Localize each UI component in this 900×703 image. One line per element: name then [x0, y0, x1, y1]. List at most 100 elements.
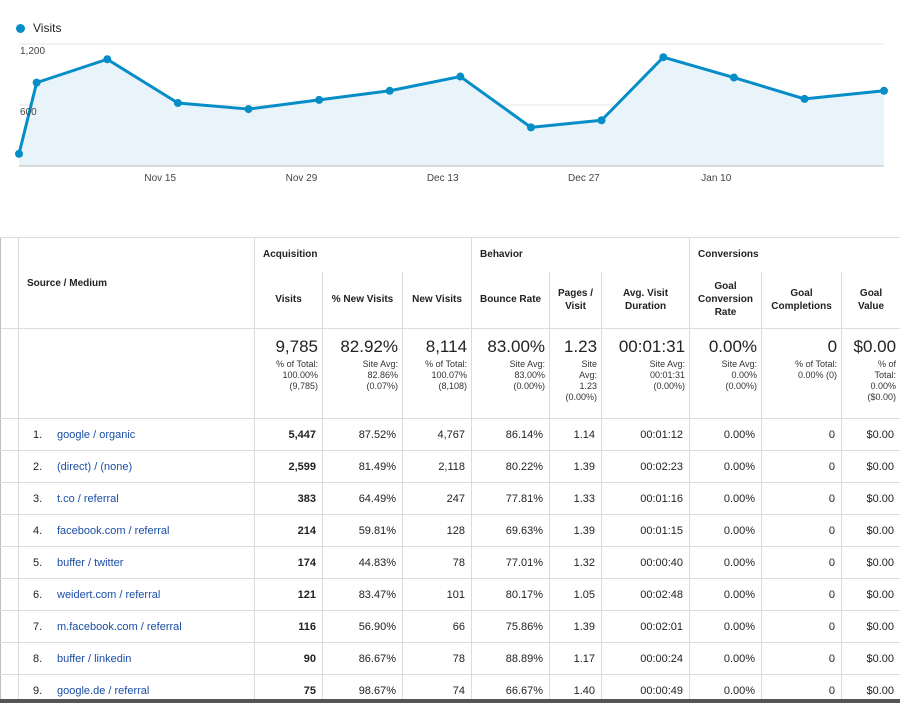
row-select-cell — [0, 578, 19, 611]
source-medium-link[interactable]: buffer / twitter — [57, 556, 124, 569]
visits-cell: 121 — [254, 578, 323, 611]
source-cell: 1. google / organic — [18, 418, 255, 451]
total-goal-completions: 0% of Total: 0.00% (0) — [761, 328, 843, 419]
goal-comp-cell: 0 — [761, 578, 843, 611]
source-cell: 4. facebook.com / referral — [18, 514, 255, 547]
table-row: 3. t.co / referral 383 64.49% 247 77.81% 1.33 0… — [0, 482, 900, 515]
bounce-cell: 80.22% — [471, 450, 551, 483]
source-medium-link[interactable]: buffer / linkedin — [57, 652, 132, 665]
x-tick-label: Nov 15 — [144, 173, 176, 184]
row-select-cell — [0, 450, 19, 483]
avg-visit-duration-header[interactable]: Avg. Visit Duration — [601, 271, 691, 329]
bounce-cell: 69.63% — [471, 514, 551, 547]
new-visits-cell: 247 — [401, 482, 473, 515]
duration-cell: 00:01:16 — [601, 482, 691, 515]
legend-dot-icon — [16, 23, 25, 33]
x-tick-label: Dec 13 — [427, 173, 459, 184]
x-tick-label: Jan 10 — [701, 173, 731, 184]
data-point — [597, 116, 606, 125]
y-tick-label: 600 — [20, 107, 37, 118]
x-tick-label: Nov 29 — [286, 173, 318, 184]
total-goal-rate: 0.00% Site Avg: 0.00% (0.00%) — [689, 328, 763, 419]
row-select-cell — [0, 482, 19, 515]
chart-svg: 1,200 600 Nov 15 Nov 29 Dec 13 Dec 27 Jan 10 — [15, 43, 888, 184]
totals-row: 9,785% of Total: 100.00% (9,785) 82.92% S… — [0, 328, 900, 419]
duration-cell: 00:02:48 — [601, 578, 691, 611]
bounce-cell: 80.17% — [471, 578, 551, 611]
bounce-cell: 86.14% — [471, 418, 551, 451]
goal-conversion-rate-header[interactable]: Goal Conversion Rate — [689, 271, 763, 329]
bounce-cell: 77.81% — [471, 482, 551, 515]
new-visits-pct-header[interactable]: % New Visits — [322, 271, 403, 329]
source-medium-link[interactable]: (direct) / (none) — [57, 460, 133, 473]
duration-cell: 00:00:49 — [601, 674, 691, 703]
new-pct-cell: 59.81% — [322, 514, 403, 547]
new-visits-header[interactable]: New Visits — [401, 271, 473, 329]
data-point — [173, 98, 182, 107]
behavior-group-header: Behavior — [471, 237, 691, 272]
source-medium-link[interactable]: weidert.com / referral — [57, 588, 161, 601]
chart-legend[interactable]: Visits — [16, 21, 61, 35]
visits-header[interactable]: Visits — [254, 271, 323, 329]
acquisition-group-header: Acquisition — [253, 237, 473, 272]
data-point — [385, 86, 394, 95]
source-cell: 5. buffer / twitter — [18, 546, 255, 579]
source-medium-link[interactable]: google / organic — [57, 428, 136, 441]
goal-value-cell: $0.00 — [841, 418, 900, 451]
new-visits-cell: 4,767 — [401, 418, 473, 451]
legend-label: Visits — [33, 21, 62, 35]
new-pct-cell: 86.67% — [322, 642, 403, 675]
row-number: 6. — [33, 588, 43, 601]
new-visits-cell: 66 — [401, 610, 473, 643]
row-select-cell — [0, 642, 19, 675]
row-number: 3. — [33, 492, 43, 505]
source-medium-link[interactable]: facebook.com / referral — [57, 524, 170, 537]
goal-rate-cell: 0.00% — [689, 546, 763, 579]
goal-completions-header[interactable]: Goal Completions — [761, 271, 843, 329]
x-tick-label: Dec 27 — [568, 173, 600, 184]
data-point — [526, 123, 535, 132]
data-point — [729, 73, 738, 82]
report-table: Source / Medium Acquisition Behavior Con… — [0, 237, 900, 703]
new-pct-cell: 87.52% — [322, 418, 403, 451]
goal-rate-cell: 0.00% — [689, 482, 763, 515]
bounce-rate-header[interactable]: Bounce Rate — [471, 271, 551, 329]
total-bounce-rate: 83.00% Site Avg: 83.00% (0.00%) — [471, 328, 551, 419]
data-point — [880, 86, 888, 95]
source-medium-link[interactable]: m.facebook.com / referral — [57, 620, 182, 633]
new-pct-cell: 83.47% — [322, 578, 403, 611]
pages-per-visit-header[interactable]: Pages / Visit — [549, 271, 603, 329]
totals-select-cell — [0, 328, 19, 419]
goal-value-cell: $0.00 — [841, 482, 900, 515]
new-pct-cell: 64.49% — [322, 482, 403, 515]
visits-area — [19, 57, 884, 166]
row-number: 8. — [33, 652, 43, 665]
row-select-cell — [0, 610, 19, 643]
row-number: 5. — [33, 556, 43, 569]
pages-cell: 1.05 — [549, 578, 603, 611]
source-medium-header[interactable]: Source / Medium — [18, 237, 255, 329]
visits-cell: 2,599 — [254, 450, 323, 483]
source-medium-link[interactable]: t.co / referral — [57, 492, 119, 505]
bounce-cell: 88.89% — [471, 642, 551, 675]
data-point — [32, 78, 41, 87]
pages-cell: 1.39 — [549, 450, 603, 483]
goal-value-cell: $0.00 — [841, 450, 900, 483]
table-row: 5. buffer / twitter 174 44.83% 78 77.01% 1.32 0… — [0, 546, 900, 579]
goal-comp-cell: 0 — [761, 610, 843, 643]
data-point — [456, 72, 465, 81]
visits-cell: 116 — [254, 610, 323, 643]
new-pct-cell: 56.90% — [322, 610, 403, 643]
goal-comp-cell: 0 — [761, 642, 843, 675]
goal-value-header[interactable]: Goal Value — [841, 271, 900, 329]
row-number: 4. — [33, 524, 43, 537]
table-row: 1. google / organic 5,447 87.52% 4,767 86.14%… — [0, 418, 900, 451]
row-number: 9. — [33, 684, 43, 697]
new-visits-cell: 101 — [401, 578, 473, 611]
goal-rate-cell: 0.00% — [689, 610, 763, 643]
source-cell: 2. (direct) / (none) — [18, 450, 255, 483]
data-point — [800, 94, 809, 103]
source-medium-link[interactable]: google.de / referral — [57, 684, 150, 697]
y-tick-label: 1,200 — [20, 46, 45, 57]
select-column-header — [0, 237, 19, 329]
